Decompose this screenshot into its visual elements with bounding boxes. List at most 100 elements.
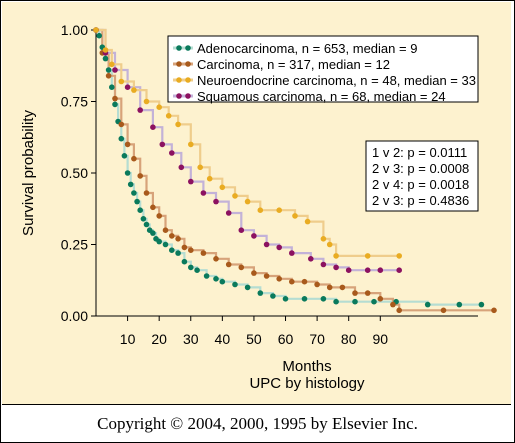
data-point-carcinoma	[352, 290, 358, 296]
data-point-neuro	[276, 207, 283, 213]
pvalue-annotation: 2 v 3: p = 0.0008	[372, 161, 469, 176]
data-point-adeno	[102, 55, 109, 62]
data-point-adeno	[371, 298, 377, 305]
data-point-adeno	[140, 216, 147, 222]
pvalue-box	[365, 140, 479, 212]
data-point-adeno	[194, 267, 200, 274]
data-point-squamous	[345, 267, 352, 274]
data-point-adeno	[96, 32, 102, 39]
data-point-neuro	[143, 98, 150, 105]
data-point-adeno	[131, 190, 137, 196]
data-point-carcinoma	[200, 250, 207, 256]
data-point-neuro	[118, 78, 125, 85]
data-point-carcinoma	[276, 276, 283, 282]
data-point-squamous	[159, 141, 166, 148]
data-point-carcinoma	[169, 233, 175, 239]
data-point-carcinoma	[440, 307, 447, 314]
x-tick-label: 70	[309, 331, 325, 347]
y-axis-label: Survival probability	[20, 110, 37, 236]
data-point-squamous	[333, 264, 339, 271]
data-point-carcinoma	[175, 236, 181, 242]
data-point-carcinoma	[251, 270, 257, 276]
data-point-squamous	[150, 124, 156, 130]
data-point-adeno	[320, 296, 327, 302]
data-point-neuro	[93, 27, 99, 33]
data-point-adeno	[143, 221, 150, 228]
y-tick-label: 0.00	[61, 308, 88, 324]
data-point-squamous	[308, 255, 314, 262]
legend-entry: Carcinoma, n = 317, median = 12	[197, 57, 390, 72]
data-point-carcinoma	[213, 255, 219, 262]
data-point-neuro	[165, 113, 172, 119]
data-point-adeno	[188, 264, 194, 271]
data-point-neuro	[333, 253, 339, 259]
x-tick-label: 50	[246, 331, 262, 347]
data-point-squamous	[289, 250, 295, 256]
data-point-neuro	[131, 87, 137, 93]
data-point-carcinoma	[137, 173, 143, 179]
y-tick-label: 0.25	[61, 237, 88, 253]
data-point-adeno	[352, 298, 358, 305]
data-point-neuro	[232, 193, 238, 199]
data-point-squamous	[263, 241, 270, 248]
data-point-carcinoma	[390, 301, 396, 308]
data-point-squamous	[251, 233, 257, 239]
pvalue-annotation: 2 v 4: p = 0.0018	[372, 177, 469, 192]
data-point-adeno	[456, 301, 463, 308]
data-point-carcinoma	[162, 227, 169, 233]
data-point-adeno	[121, 153, 128, 159]
y-tick-label: 1.00	[61, 22, 88, 38]
data-point-carcinoma	[143, 190, 150, 196]
data-point-carcinoma	[491, 307, 497, 314]
data-point-squamous	[225, 210, 232, 216]
data-point-squamous	[238, 227, 245, 233]
data-point-adeno	[175, 250, 181, 256]
data-point-adeno	[270, 293, 276, 299]
data-point-adeno	[478, 301, 485, 308]
data-point-carcinoma	[225, 261, 232, 268]
data-point-neuro	[364, 253, 371, 259]
data-point-carcinoma	[263, 273, 270, 279]
data-point-neuro	[188, 141, 194, 148]
data-point-adeno	[169, 247, 175, 253]
legend-swatch-marker	[176, 77, 182, 83]
pvalue-annotation: 2 v 3: p = 0.4836	[372, 193, 469, 208]
data-point-carcinoma	[124, 141, 131, 148]
data-point-adeno	[156, 238, 162, 245]
data-point-adeno	[112, 101, 118, 108]
data-point-neuro	[396, 253, 403, 259]
data-point-carcinoma	[377, 296, 384, 302]
x-tick-label: 10	[120, 331, 136, 347]
series-line-squamous	[96, 28, 400, 272]
data-point-adeno	[424, 301, 431, 308]
data-point-carcinoma	[156, 213, 162, 219]
data-point-adeno	[181, 258, 188, 265]
x-tick-label: 80	[341, 331, 357, 347]
data-point-adeno	[232, 281, 238, 288]
data-point-adeno	[127, 181, 134, 188]
data-point-squamous	[188, 178, 194, 185]
x-tick-label: 20	[151, 331, 167, 347]
data-point-carcinoma	[396, 307, 403, 314]
x-tick-label: 30	[183, 331, 199, 347]
data-point-adeno	[282, 296, 289, 302]
data-point-neuro	[219, 184, 226, 191]
data-point-neuro	[206, 175, 213, 182]
x-tick-label: 40	[215, 331, 231, 347]
legend-swatch-marker	[185, 61, 191, 67]
x-axis-label: Months	[282, 358, 331, 375]
data-point-carcinoma	[150, 204, 156, 211]
data-point-carcinoma	[112, 95, 118, 102]
legend-swatch-marker	[185, 93, 191, 99]
legend-box	[167, 35, 479, 103]
data-point-carcinoma	[364, 290, 371, 296]
data-point-squamous	[137, 107, 143, 113]
data-point-adeno	[257, 290, 264, 296]
data-point-carcinoma	[188, 247, 194, 253]
data-point-neuro	[197, 164, 203, 171]
data-point-squamous	[178, 164, 185, 171]
data-point-squamous	[112, 67, 118, 73]
data-point-squamous	[276, 244, 283, 251]
data-point-squamous	[213, 198, 219, 205]
data-point-squamous	[124, 84, 131, 90]
